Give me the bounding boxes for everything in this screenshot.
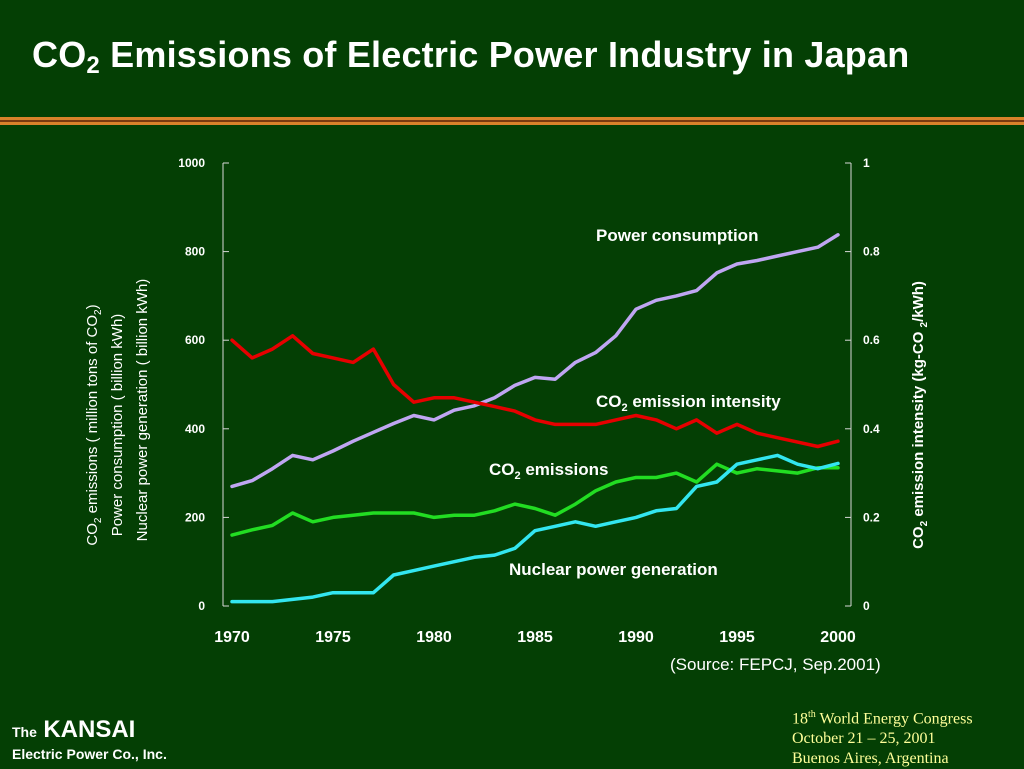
series-label-co2-emissions: CO2 emissions xyxy=(489,460,609,482)
series-line-nuclear xyxy=(230,453,840,604)
y-left-label-line3: Nuclear power generation ( billion kWh) xyxy=(134,279,151,542)
y-left-tick-label: 800 xyxy=(185,245,205,259)
y-left-tick-label: 600 xyxy=(185,333,205,347)
event-info: 18th World Energy Congress October 21 – … xyxy=(792,705,973,769)
y-left-tick-label: 1000 xyxy=(178,156,205,170)
y-right-label: CO2 emission intensity (kg-CO 2/kWh) xyxy=(910,281,930,549)
x-tick-label: 1995 xyxy=(719,629,755,646)
slide-title: CO2 Emissions of Electric Power Industry… xyxy=(32,34,910,79)
emissions-chart: 0 200 400 600 800 1000 0 0.2 0.4 0.6 0.8 1 1970 1975 1… xyxy=(84,156,930,646)
chart-ticks: 0 200 400 600 800 1000 0 0.2 0.4 0.6 0.8 1 1970 1975 1… xyxy=(178,156,880,646)
event-line-2: October 21 – 25, 2001 xyxy=(792,730,936,748)
chart-axes xyxy=(222,163,852,606)
y-left-label-line2: Power consumption ( billion kWh) xyxy=(109,314,126,537)
x-tick-label: 1990 xyxy=(618,629,654,646)
y-right-tick-label: 0.6 xyxy=(863,333,880,347)
title-rule-top xyxy=(0,117,1024,120)
logo-kansai: KANSAI xyxy=(43,716,136,743)
series-line-co2-emissions xyxy=(230,462,840,537)
series-line-co2-intensity xyxy=(230,334,840,449)
event-line-3: Buenos Aires, Argentina xyxy=(792,750,949,768)
source-note: (Source: FEPCJ, Sep.2001) xyxy=(670,655,881,674)
kansai-logo: The KANSAI Electric Power Co., Inc. xyxy=(12,716,167,762)
logo-subtitle: Electric Power Co., Inc. xyxy=(12,746,167,762)
y-right-tick-label: 1 xyxy=(863,156,870,170)
title-rule-mid xyxy=(0,120,1024,122)
x-tick-label: 1980 xyxy=(416,629,452,646)
title-rule-bottom xyxy=(0,122,1024,125)
chart-series-lines xyxy=(230,233,840,604)
y-right-tick-label: 0.8 xyxy=(863,245,880,259)
event-line-1: 18th World Energy Congress xyxy=(792,709,973,728)
y-left-tick-label: 0 xyxy=(198,599,205,613)
y-left-tick-label: 200 xyxy=(185,510,205,524)
series-label-nuclear: Nuclear power generation xyxy=(509,560,718,579)
y-right-tick-label: 0.4 xyxy=(863,422,880,436)
x-tick-label: 1975 xyxy=(315,629,351,646)
series-label-co2-intensity: CO2 emission intensity xyxy=(596,392,781,414)
y-right-tick-label: 0 xyxy=(863,599,870,613)
logo-the: The xyxy=(12,724,37,740)
y-left-label-line1: CO2 emissions ( million tons of CO2) xyxy=(84,304,104,545)
x-tick-label: 2000 xyxy=(820,629,856,646)
y-right-tick-label: 0.2 xyxy=(863,510,880,524)
y-left-tick-label: 400 xyxy=(185,422,205,436)
x-tick-label: 1970 xyxy=(214,629,250,646)
series-label-power-consumption: Power consumption xyxy=(596,226,758,245)
series-line-power-consumption xyxy=(230,233,840,489)
x-tick-label: 1985 xyxy=(517,629,553,646)
